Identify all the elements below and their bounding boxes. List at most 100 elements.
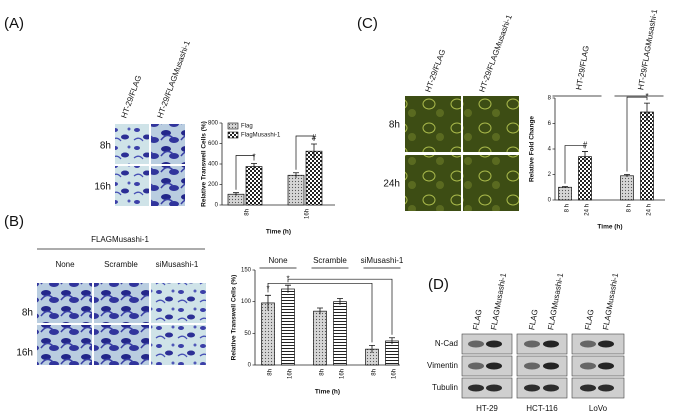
error-bar	[389, 337, 395, 345]
cell-line-label: LoVo	[589, 404, 608, 413]
blot-band	[468, 340, 484, 348]
error-bar	[311, 143, 317, 159]
lane-label: FLAGMusashi-1	[546, 272, 565, 331]
error-bar	[293, 172, 299, 178]
error-bar	[251, 163, 257, 170]
x-tick-label: 16h	[340, 369, 346, 379]
annotation: #	[583, 141, 588, 150]
legend-label: Flag	[241, 124, 253, 130]
group-label: HT-29/FLAG	[574, 45, 591, 91]
column-label: siMusashi-1	[156, 260, 199, 269]
blot-band	[543, 362, 559, 370]
micrograph	[463, 96, 519, 152]
y-axis-label: Relative Transwell Cells (%)	[231, 275, 238, 361]
annotation: *	[266, 284, 269, 293]
lane-label: FLAG	[471, 309, 483, 331]
bar	[578, 156, 592, 201]
y-tick-label: 6	[548, 121, 552, 127]
micrograph	[37, 325, 92, 365]
panel-label: (D)	[428, 276, 449, 293]
blot-band	[486, 384, 502, 392]
x-tick-label: 16h	[288, 369, 294, 379]
micrograph	[94, 283, 149, 323]
blot-band	[580, 340, 596, 348]
annotation: *	[645, 92, 648, 101]
blot-band	[598, 340, 614, 348]
y-tick-label: 8	[548, 96, 552, 102]
x-tick-label: 8 h	[565, 204, 571, 212]
blot-band	[598, 384, 614, 392]
blot-band	[468, 362, 484, 370]
column-label: HT-29/FLAGMusashi-1	[155, 39, 192, 119]
column-label: HT-29/FLAG	[119, 74, 143, 119]
protein-label: N-Cad	[435, 339, 458, 348]
protein-label: Vimentin	[427, 361, 458, 370]
error-bar	[562, 186, 568, 188]
micrograph	[151, 283, 206, 323]
row-label: 24h	[383, 179, 400, 190]
micrograph	[37, 283, 92, 323]
y-tick-label: 400	[208, 162, 219, 168]
row-label: 8h	[389, 120, 400, 131]
bar	[620, 175, 634, 201]
x-tick-label: 24 h	[585, 204, 591, 216]
blot-band	[486, 362, 502, 370]
y-tick-label: 200	[208, 182, 219, 188]
error-bar	[337, 298, 343, 305]
micrograph	[151, 166, 185, 206]
blot-band	[598, 362, 614, 370]
bracket	[287, 278, 393, 335]
lane-label: FLAGMusashi-1	[601, 272, 620, 331]
row-label: 16h	[94, 182, 111, 193]
error-bar	[369, 344, 375, 353]
x-axis-label: Time (h)	[266, 229, 291, 236]
error-bar	[285, 284, 291, 293]
column-label: Scramble	[104, 260, 138, 269]
blot-band	[524, 384, 540, 392]
panel-label: (B)	[4, 213, 24, 230]
x-tick-label: 16h	[392, 369, 398, 379]
x-axis-label: Time (h)	[315, 389, 340, 396]
bracket	[626, 96, 648, 172]
error-bar	[265, 294, 271, 311]
blot-strip	[516, 333, 568, 355]
bracket	[564, 145, 586, 184]
annotation: *	[252, 153, 255, 162]
group-label: Scramble	[313, 256, 347, 265]
y-tick-label: 150	[241, 268, 252, 274]
y-tick-label: 50	[244, 331, 251, 337]
x-axis-label: Time (h)	[597, 224, 622, 231]
x-tick-label: 8h	[268, 369, 274, 376]
lane-label: FLAG	[583, 309, 595, 331]
cell-line-label: HT-29	[476, 404, 498, 413]
bar	[245, 166, 263, 206]
column-label: None	[55, 260, 75, 269]
legend-swatch	[227, 131, 239, 139]
y-axis-label: Relative Fold Change	[529, 116, 536, 182]
group-label: siMusashi-1	[361, 256, 404, 265]
cell-line-label: HCT-116	[526, 404, 558, 413]
blot-band	[524, 362, 540, 370]
x-tick-label: 8h	[320, 369, 326, 376]
y-tick-label: 600	[208, 141, 219, 147]
blot-band	[486, 340, 502, 348]
bar	[261, 302, 275, 366]
bar	[313, 310, 327, 366]
y-tick-label: 2	[548, 172, 552, 178]
row-label: 8h	[22, 308, 33, 319]
y-tick-label: 100	[241, 299, 252, 305]
panel-label: (C)	[357, 15, 378, 32]
protein-label: Tubulin	[432, 383, 458, 392]
legend-swatch	[227, 122, 239, 130]
blot-band	[524, 340, 540, 348]
micrograph	[151, 124, 185, 164]
legend-label: FlagMusashi-1	[241, 133, 281, 139]
blot-strip	[516, 377, 568, 399]
bracket	[235, 155, 255, 190]
micrograph	[463, 155, 519, 211]
y-tick-label: 800	[208, 121, 219, 127]
y-tick-label: 0	[548, 198, 552, 204]
y-tick-label: 4	[548, 147, 552, 153]
bracket	[267, 282, 373, 343]
